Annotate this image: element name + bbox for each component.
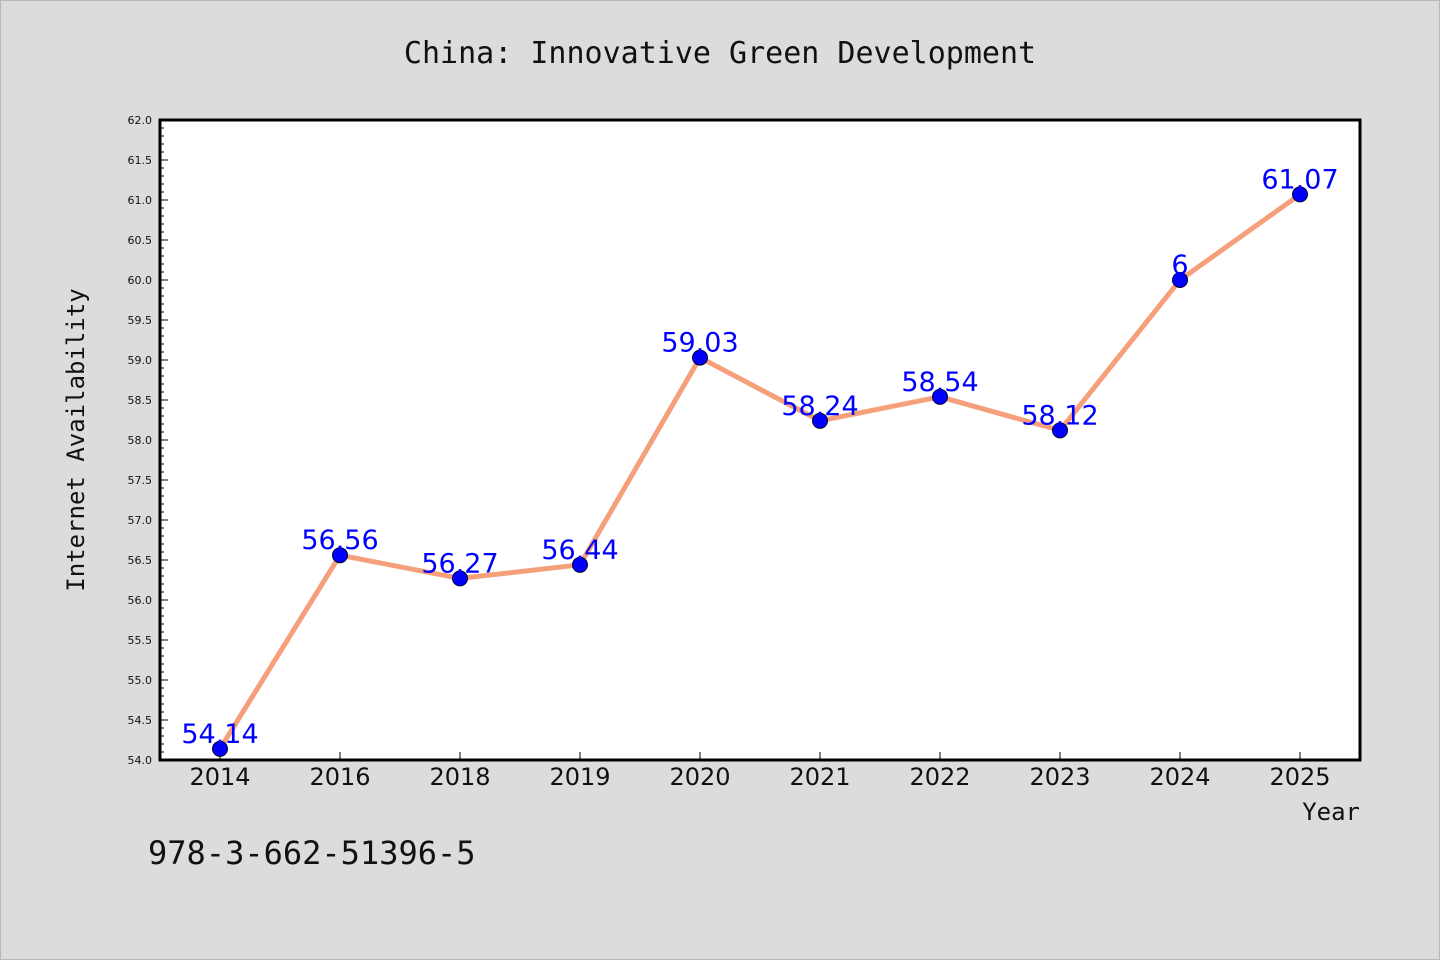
y-tick-label: 59.5	[128, 314, 153, 327]
y-tick-label: 57.5	[128, 474, 153, 487]
data-labels: 54.14 56.56 56.27 56.44 59.03 58.24 58.54 58.12…	[181, 164, 1338, 749]
plot-area	[160, 120, 1360, 760]
x-tick-label: 2025	[1269, 763, 1330, 791]
x-tick-label: 2022	[909, 763, 970, 791]
x-tick-label: 2016	[309, 763, 370, 791]
y-tick-label: 56.0	[128, 594, 153, 607]
data-point-marker	[212, 740, 228, 757]
data-point-marker	[332, 547, 348, 564]
series-line	[217, 191, 1303, 752]
y-tick-label: 61.0	[128, 194, 153, 207]
isbn-annotation: 978-3-662-51396-5	[148, 834, 476, 872]
data-point-marker	[572, 556, 588, 573]
data-point-marker	[452, 570, 468, 587]
y-tick-label: 58.0	[128, 434, 153, 447]
data-point-marker	[812, 412, 828, 429]
y-tick-label: 57.0	[128, 514, 153, 527]
x-tick-label: 2018	[429, 763, 490, 791]
series-layer	[212, 186, 1308, 757]
chart-title: China: Innovative Green Development	[404, 36, 1036, 71]
y-tick-label: 60.5	[128, 234, 153, 247]
plot-frame	[158, 118, 1362, 762]
x-tick-label: 2014	[189, 763, 250, 791]
data-label: 58.12	[1021, 400, 1098, 431]
y-axis-ticks: 54.0 54.5 55.0 55.5 56.0 56.5 57.0 57.5 58.0 58.5…	[128, 114, 168, 767]
data-label: 58.54	[901, 367, 978, 398]
data-label: 6	[1171, 250, 1188, 281]
x-tick-label: 2021	[789, 763, 850, 791]
data-label: 59.03	[661, 328, 738, 359]
x-tick-label: 2019	[549, 763, 610, 791]
data-label: 61.07	[1261, 164, 1338, 195]
data-label: 54.14	[181, 719, 258, 750]
y-tick-label: 54.0	[128, 754, 153, 767]
data-label: 56.27	[421, 548, 498, 579]
data-label: 56.44	[541, 535, 618, 566]
y-tick-label: 58.5	[128, 394, 153, 407]
x-tick-label: 2020	[669, 763, 730, 791]
data-label: 58.24	[781, 391, 858, 422]
data-point-marker	[692, 349, 708, 366]
x-tick-label: 2023	[1029, 763, 1090, 791]
x-tick-label: 2024	[1149, 763, 1210, 791]
data-point-marker	[1292, 186, 1308, 203]
y-tick-label: 55.0	[128, 674, 153, 687]
y-tick-label: 55.5	[128, 634, 153, 647]
x-axis-label: Year	[1302, 798, 1360, 826]
data-point-marker	[1052, 422, 1068, 439]
data-label: 56.56	[301, 525, 378, 556]
y-tick-label: 54.5	[128, 714, 153, 727]
y-tick-label: 60.0	[128, 274, 153, 287]
y-axis-label: Internet Availability	[62, 288, 90, 591]
y-tick-label: 62.0	[128, 114, 153, 127]
y-tick-label: 56.5	[128, 554, 153, 567]
y-tick-label: 59.0	[128, 354, 153, 367]
data-point-marker	[932, 388, 948, 405]
y-tick-label: 61.5	[128, 154, 153, 167]
data-point-marker	[1172, 272, 1188, 288]
